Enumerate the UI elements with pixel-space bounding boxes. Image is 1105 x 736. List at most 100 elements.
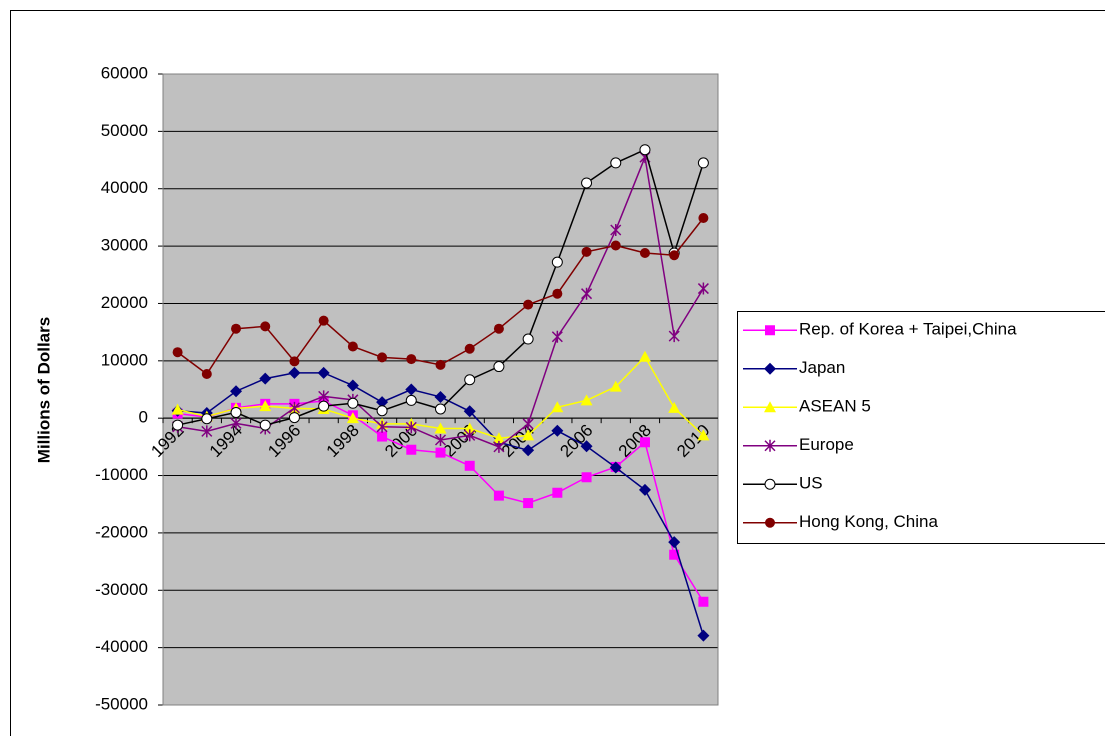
marker bbox=[259, 400, 272, 412]
marker bbox=[639, 144, 651, 156]
marker bbox=[610, 157, 622, 169]
marker bbox=[435, 403, 446, 415]
marker bbox=[581, 287, 593, 300]
marker bbox=[434, 390, 447, 403]
marker bbox=[434, 433, 447, 446]
series bbox=[172, 212, 709, 380]
y-tick-label: 0 bbox=[139, 408, 148, 427]
plot-border bbox=[162, 73, 719, 706]
marker bbox=[764, 362, 776, 375]
marker bbox=[551, 424, 564, 437]
marker bbox=[435, 447, 446, 458]
marker bbox=[552, 288, 563, 299]
marker bbox=[230, 406, 242, 418]
y-axis-title: Millions of Dollars bbox=[34, 317, 53, 463]
marker bbox=[551, 330, 563, 343]
marker bbox=[522, 333, 534, 345]
marker bbox=[493, 361, 505, 373]
legend-label: Europe bbox=[799, 435, 854, 454]
y-tick-label: 40000 bbox=[101, 178, 148, 197]
marker bbox=[493, 490, 504, 501]
y-tick-label: 10000 bbox=[101, 350, 148, 369]
marker bbox=[405, 421, 417, 434]
y-tick-label: -50000 bbox=[95, 694, 148, 713]
y-tick-label: -10000 bbox=[95, 465, 148, 484]
marker bbox=[172, 419, 184, 431]
marker bbox=[668, 401, 681, 413]
marker bbox=[523, 299, 534, 310]
legend-label: Rep. of Korea + Taipei,China bbox=[799, 320, 1017, 339]
marker bbox=[765, 517, 775, 528]
marker bbox=[464, 374, 476, 386]
legend-label: US bbox=[799, 474, 823, 493]
marker bbox=[464, 343, 475, 354]
marker bbox=[172, 347, 183, 358]
marker bbox=[376, 405, 388, 417]
marker bbox=[764, 478, 776, 490]
marker bbox=[318, 315, 329, 326]
marker bbox=[230, 385, 243, 398]
marker bbox=[406, 444, 417, 455]
marker bbox=[522, 417, 534, 430]
marker bbox=[405, 383, 418, 396]
marker bbox=[201, 425, 213, 438]
marker bbox=[377, 431, 388, 442]
series bbox=[171, 350, 710, 444]
marker bbox=[697, 157, 709, 169]
marker bbox=[764, 401, 776, 413]
marker bbox=[231, 323, 242, 334]
marker bbox=[493, 323, 504, 334]
marker bbox=[434, 422, 447, 434]
marker bbox=[551, 256, 563, 268]
marker bbox=[347, 341, 358, 352]
marker bbox=[201, 413, 213, 425]
y-tick-label: 30000 bbox=[101, 236, 148, 255]
marker bbox=[230, 417, 242, 430]
marker bbox=[639, 437, 650, 448]
marker bbox=[464, 429, 476, 442]
legend-box bbox=[737, 311, 1105, 544]
marker bbox=[288, 412, 300, 424]
marker bbox=[463, 422, 476, 434]
marker bbox=[669, 549, 680, 560]
marker bbox=[552, 487, 563, 498]
y-tick-label: 50000 bbox=[101, 121, 148, 140]
marker bbox=[405, 394, 417, 406]
marker bbox=[493, 440, 505, 453]
marker bbox=[668, 330, 680, 343]
marker bbox=[318, 400, 330, 412]
marker bbox=[765, 325, 775, 336]
plot-area bbox=[163, 74, 718, 705]
y-tick-label: -40000 bbox=[95, 637, 148, 656]
marker bbox=[406, 354, 417, 365]
marker bbox=[318, 390, 330, 403]
legend-label: ASEAN 5 bbox=[799, 397, 871, 416]
marker bbox=[668, 536, 681, 549]
marker bbox=[697, 282, 709, 295]
series bbox=[172, 144, 709, 431]
marker bbox=[638, 350, 651, 362]
y-tick-label: 60000 bbox=[101, 63, 148, 82]
marker bbox=[289, 356, 300, 367]
legend-label: Hong Kong, China bbox=[799, 512, 938, 531]
y-tick-label: -30000 bbox=[95, 580, 148, 599]
legend-label: Japan bbox=[799, 358, 845, 377]
y-tick-label: 20000 bbox=[101, 293, 148, 312]
marker bbox=[260, 321, 271, 332]
marker bbox=[522, 429, 535, 441]
marker bbox=[317, 366, 330, 379]
marker bbox=[346, 379, 359, 392]
marker bbox=[346, 412, 359, 424]
marker bbox=[523, 498, 534, 509]
marker bbox=[171, 403, 184, 415]
marker bbox=[669, 250, 680, 261]
marker bbox=[610, 224, 622, 237]
marker bbox=[347, 397, 359, 409]
y-tick-label: -20000 bbox=[95, 522, 148, 541]
marker bbox=[376, 420, 388, 433]
marker bbox=[464, 460, 475, 471]
marker bbox=[764, 439, 776, 452]
marker bbox=[377, 352, 388, 363]
marker bbox=[610, 240, 621, 251]
